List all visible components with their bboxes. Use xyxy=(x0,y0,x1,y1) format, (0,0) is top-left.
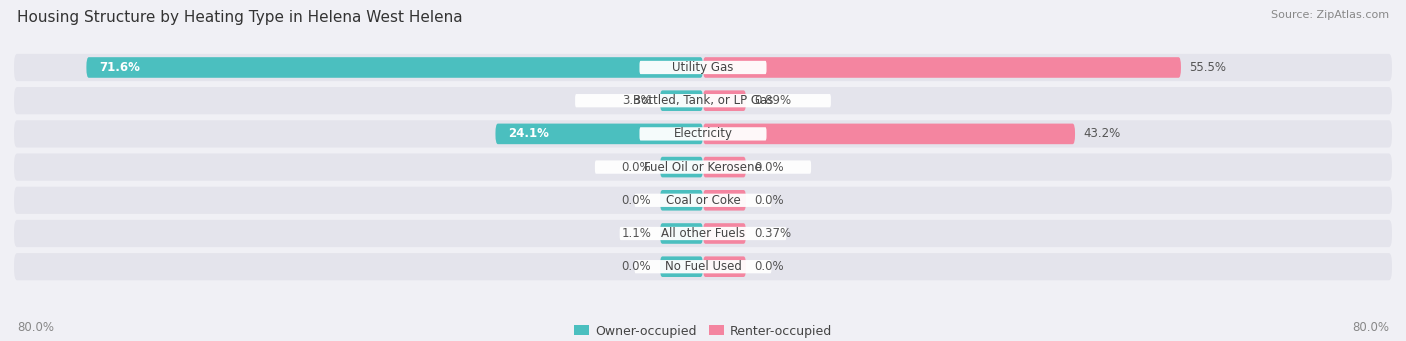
Text: 0.0%: 0.0% xyxy=(621,260,651,273)
Text: No Fuel Used: No Fuel Used xyxy=(665,260,741,273)
FancyBboxPatch shape xyxy=(14,220,1392,247)
FancyBboxPatch shape xyxy=(86,57,703,78)
FancyBboxPatch shape xyxy=(703,123,1076,144)
Text: Housing Structure by Heating Type in Helena West Helena: Housing Structure by Heating Type in Hel… xyxy=(17,10,463,25)
FancyBboxPatch shape xyxy=(640,127,766,140)
FancyBboxPatch shape xyxy=(620,227,786,240)
Text: Bottled, Tank, or LP Gas: Bottled, Tank, or LP Gas xyxy=(633,94,773,107)
FancyBboxPatch shape xyxy=(703,256,747,277)
FancyBboxPatch shape xyxy=(14,87,1392,114)
FancyBboxPatch shape xyxy=(634,260,772,273)
Text: 0.89%: 0.89% xyxy=(755,94,792,107)
FancyBboxPatch shape xyxy=(640,61,766,74)
Text: 0.0%: 0.0% xyxy=(621,161,651,174)
Text: Source: ZipAtlas.com: Source: ZipAtlas.com xyxy=(1271,10,1389,20)
FancyBboxPatch shape xyxy=(659,157,703,177)
Text: 80.0%: 80.0% xyxy=(1353,321,1389,334)
FancyBboxPatch shape xyxy=(703,57,1181,78)
Text: 0.0%: 0.0% xyxy=(755,260,785,273)
FancyBboxPatch shape xyxy=(659,90,703,111)
Text: 43.2%: 43.2% xyxy=(1084,128,1121,140)
FancyBboxPatch shape xyxy=(14,120,1392,148)
Text: 3.3%: 3.3% xyxy=(621,94,651,107)
Text: 1.1%: 1.1% xyxy=(621,227,651,240)
FancyBboxPatch shape xyxy=(14,187,1392,214)
FancyBboxPatch shape xyxy=(575,94,831,107)
Text: Coal or Coke: Coal or Coke xyxy=(665,194,741,207)
FancyBboxPatch shape xyxy=(595,161,811,174)
Text: 24.1%: 24.1% xyxy=(509,128,550,140)
FancyBboxPatch shape xyxy=(495,123,703,144)
FancyBboxPatch shape xyxy=(14,54,1392,81)
Text: All other Fuels: All other Fuels xyxy=(661,227,745,240)
FancyBboxPatch shape xyxy=(703,223,747,244)
FancyBboxPatch shape xyxy=(14,153,1392,181)
FancyBboxPatch shape xyxy=(14,253,1392,280)
Text: 0.0%: 0.0% xyxy=(755,194,785,207)
Text: 0.0%: 0.0% xyxy=(755,161,785,174)
FancyBboxPatch shape xyxy=(659,256,703,277)
Text: Electricity: Electricity xyxy=(673,128,733,140)
FancyBboxPatch shape xyxy=(659,223,703,244)
Text: 71.6%: 71.6% xyxy=(100,61,141,74)
Text: 0.0%: 0.0% xyxy=(621,194,651,207)
Text: 0.37%: 0.37% xyxy=(755,227,792,240)
FancyBboxPatch shape xyxy=(634,194,772,207)
Text: Utility Gas: Utility Gas xyxy=(672,61,734,74)
FancyBboxPatch shape xyxy=(703,190,747,211)
FancyBboxPatch shape xyxy=(703,157,747,177)
Legend: Owner-occupied, Renter-occupied: Owner-occupied, Renter-occupied xyxy=(568,320,838,341)
FancyBboxPatch shape xyxy=(703,90,747,111)
Text: 80.0%: 80.0% xyxy=(17,321,53,334)
FancyBboxPatch shape xyxy=(659,190,703,211)
Text: 55.5%: 55.5% xyxy=(1189,61,1226,74)
Text: Fuel Oil or Kerosene: Fuel Oil or Kerosene xyxy=(644,161,762,174)
